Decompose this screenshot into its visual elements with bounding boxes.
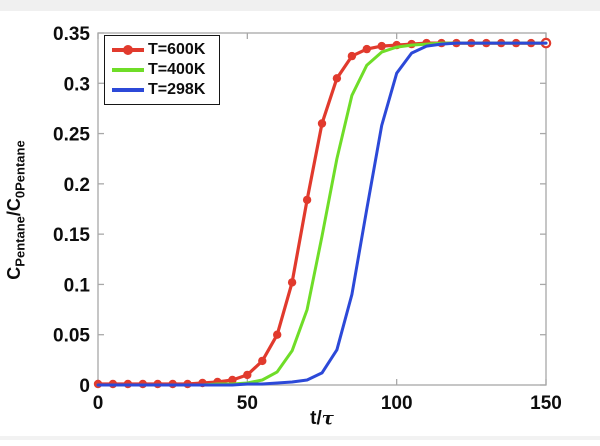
series-line-t298k [96, 41, 548, 387]
data-point-marker-t600k [377, 41, 386, 51]
data-point-marker-t600k [362, 44, 371, 54]
legend: T=600K T=400K T=298K [104, 35, 220, 105]
y-axis-label-sub1: Pentane [12, 216, 28, 267]
y-axis-label-sub2: 0Pentane [12, 140, 28, 199]
y-tick-label: 0.35 [53, 24, 90, 45]
x-axis-label: t/τ [310, 408, 334, 430]
data-point-marker-t600k [302, 195, 312, 205]
x-tick-label: 100 [381, 393, 413, 414]
data-point-marker-t600k [332, 74, 342, 83]
y-tick-label: 0.1 [64, 275, 91, 296]
plot-frame [97, 32, 547, 386]
y-axis-label-c1: C [4, 266, 24, 280]
y-tick-label: 0.15 [53, 225, 90, 246]
data-point-marker-t600k [258, 356, 267, 366]
legend-label-t600k: T=600K [148, 41, 206, 58]
legend-item-t400k: T=400K [112, 60, 212, 80]
data-point-marker-t600k [347, 51, 357, 61]
x-tick-label: 50 [237, 393, 258, 414]
legend-line-sample-t400k [112, 68, 144, 72]
legend-line-sample-t298k [112, 88, 144, 92]
y-axis-label: CPentane/C0Pentane [4, 60, 32, 360]
top-edge-shadow [0, 0, 600, 11]
y-tick-label: 0.05 [53, 326, 90, 347]
y-tick-label: 0 [79, 376, 90, 397]
data-point-marker-t600k [228, 375, 237, 385]
legend-item-t600k: T=600K [112, 40, 212, 60]
y-tick-label: 0.2 [64, 175, 90, 196]
data-point-marker-t600k [287, 278, 297, 287]
y-tick-label: 0.25 [53, 125, 90, 146]
y-tick-label: 0.3 [64, 74, 90, 95]
legend-marker-dot-t600k [123, 45, 133, 55]
data-point-marker-t600k [273, 330, 282, 339]
x-tick-label: 150 [530, 393, 562, 414]
legend-item-t298k: T=298K [112, 80, 212, 100]
legend-line-sample-t600k [112, 45, 144, 55]
x-axis-label-tau: τ [321, 408, 334, 429]
x-axis-label-main: t/ [310, 408, 322, 429]
legend-label-t298k: T=298K [148, 81, 206, 98]
legend-label-t400k: T=400K [148, 61, 206, 78]
data-point-marker-t600k [317, 119, 327, 128]
data-point-marker-t600k [243, 370, 252, 380]
x-tick-label: 0 [93, 393, 104, 414]
y-axis-label-c2: /C [4, 198, 24, 217]
bottom-edge-shadow [0, 436, 600, 440]
